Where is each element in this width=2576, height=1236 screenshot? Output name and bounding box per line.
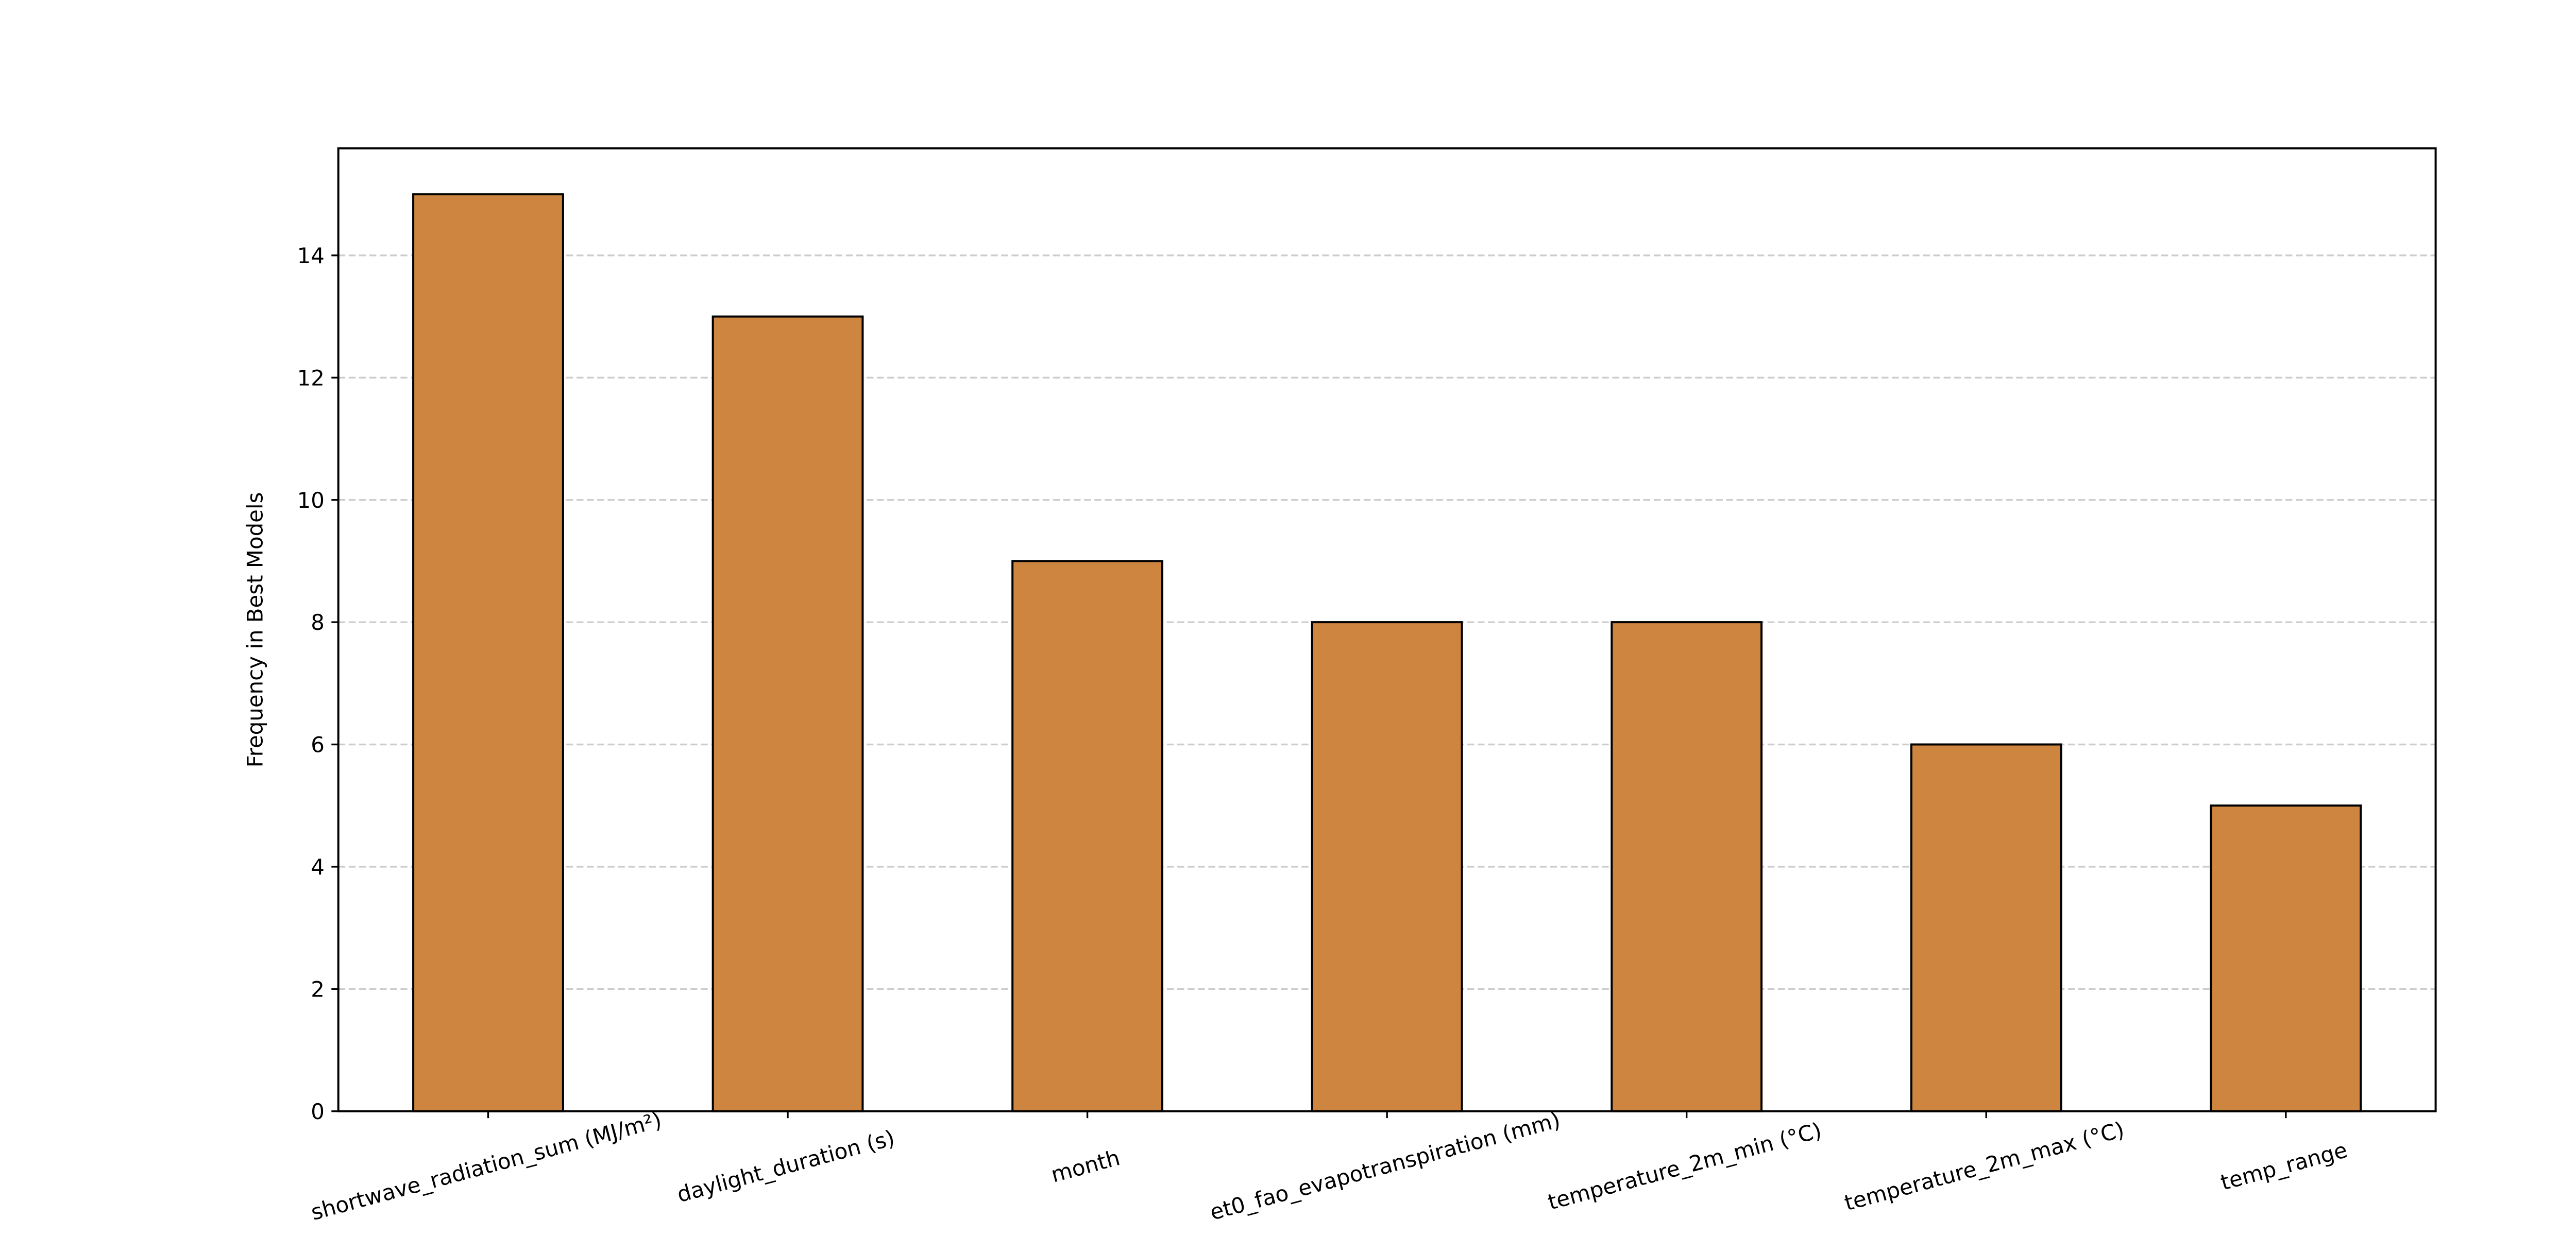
bar	[1011, 560, 1163, 1112]
x-tick-label: temp_range	[2218, 1137, 2350, 1195]
plot-frame	[337, 147, 2437, 1112]
y-axis-label: Frequency in Best Models	[242, 492, 267, 768]
y-tick-label: 10	[297, 488, 325, 513]
bar	[1611, 621, 1763, 1112]
y-tick-label: 4	[311, 854, 325, 880]
y-tick-label: 2	[311, 976, 325, 1002]
bar	[1910, 743, 2062, 1112]
x-tick-label: shortwave_radiation_sum (MJ/m²)	[308, 1107, 664, 1225]
y-tick-label: 8	[311, 610, 325, 635]
y-tick-label: 12	[297, 365, 325, 390]
x-tick-label: et0_fao_evapotranspiration (mm)	[1207, 1107, 1563, 1225]
x-tick-label: temperature_2m_min (°C)	[1545, 1118, 1824, 1215]
bar	[412, 193, 564, 1112]
x-tick-label: daylight_duration (s)	[674, 1125, 897, 1207]
x-tick-label: temperature_2m_max (°C)	[1842, 1117, 2127, 1215]
y-tick-label: 14	[297, 243, 325, 268]
y-tick-label: 6	[311, 732, 325, 758]
x-tick-label: month	[1048, 1145, 1123, 1188]
bar	[1311, 621, 1463, 1112]
bar	[711, 315, 864, 1112]
y-tick-label: 0	[311, 1099, 325, 1124]
bar	[2210, 804, 2362, 1112]
